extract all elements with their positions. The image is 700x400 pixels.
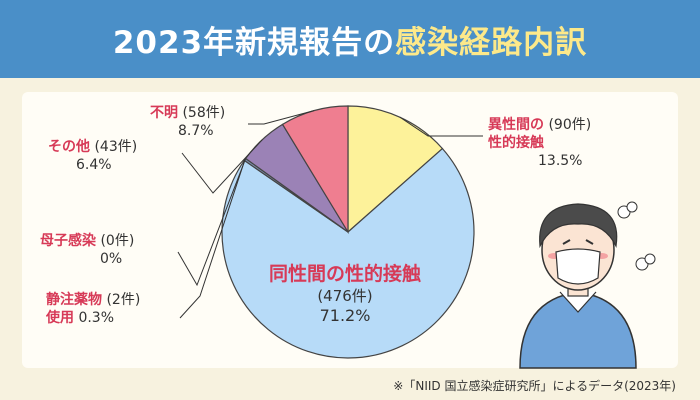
label-heterosexual-line2: 性的接触 xyxy=(488,135,544,152)
label-other-percent: 6.4% xyxy=(76,157,112,174)
label-unknown-count: (58件) xyxy=(182,105,226,121)
leader-line-5 xyxy=(248,110,315,125)
label-homosexual-percent: 71.2% xyxy=(319,306,371,326)
chart-title: 2023年新規報告の感染経路内訳 xyxy=(113,17,587,62)
label-unknown: 不明 (58件) 8.7% xyxy=(150,104,225,140)
leader-line-0 xyxy=(399,116,483,137)
label-mother-child-category: 母子感染 xyxy=(40,233,96,249)
header-banner: 2023年新規報告の感染経路内訳 xyxy=(0,0,700,78)
label-heterosexual-percent: 13.5% xyxy=(538,153,583,170)
label-iv-drug-count: (2件) xyxy=(106,292,141,308)
label-homosexual-count: (476件) xyxy=(317,286,373,305)
label-heterosexual-count: (90件) xyxy=(548,117,592,133)
label-iv-drug: 静注薬物 (2件) 使用 0.3% xyxy=(46,291,140,327)
label-heterosexual: 異性間の (90件) 性的接触 13.5% xyxy=(488,116,591,171)
source-note: ※「NIID 国立感染症研究所」によるデータ(2023年) xyxy=(393,379,676,393)
title-main: 2023年新規報告の xyxy=(112,24,396,61)
label-mother-child: 母子感染 (0件) 0% xyxy=(40,232,134,268)
label-heterosexual-line1: 異性間の xyxy=(488,117,544,133)
leader-line-2 xyxy=(179,159,246,319)
label-other: その他 (43件) 6.4% xyxy=(48,138,137,174)
label-iv-drug-line1: 静注薬物 xyxy=(46,292,102,308)
label-homosexual-category: 同性間の性的接触 xyxy=(268,263,421,285)
label-mother-child-count: (0件) xyxy=(100,233,135,249)
label-iv-drug-line2: 使用 xyxy=(46,310,74,327)
pie-slice-1 xyxy=(221,147,475,359)
label-other-category: その他 xyxy=(48,139,90,155)
pie-slice-5 xyxy=(281,105,349,235)
label-mother-child-percent: 0% xyxy=(100,251,123,268)
title-highlight: 感染経路内訳 xyxy=(395,24,588,61)
label-iv-drug-percent: 0.3% xyxy=(78,310,115,327)
leader-line-4 xyxy=(181,139,263,194)
label-unknown-percent: 8.7% xyxy=(178,123,214,140)
label-other-count: (43件) xyxy=(94,139,138,155)
leader-line-3 xyxy=(177,158,247,287)
label-homosexual: 同性間の性的接触 (476件) 71.2% xyxy=(260,262,430,327)
label-unknown-category: 不明 xyxy=(150,105,178,121)
masked-person-illustration xyxy=(519,201,656,369)
